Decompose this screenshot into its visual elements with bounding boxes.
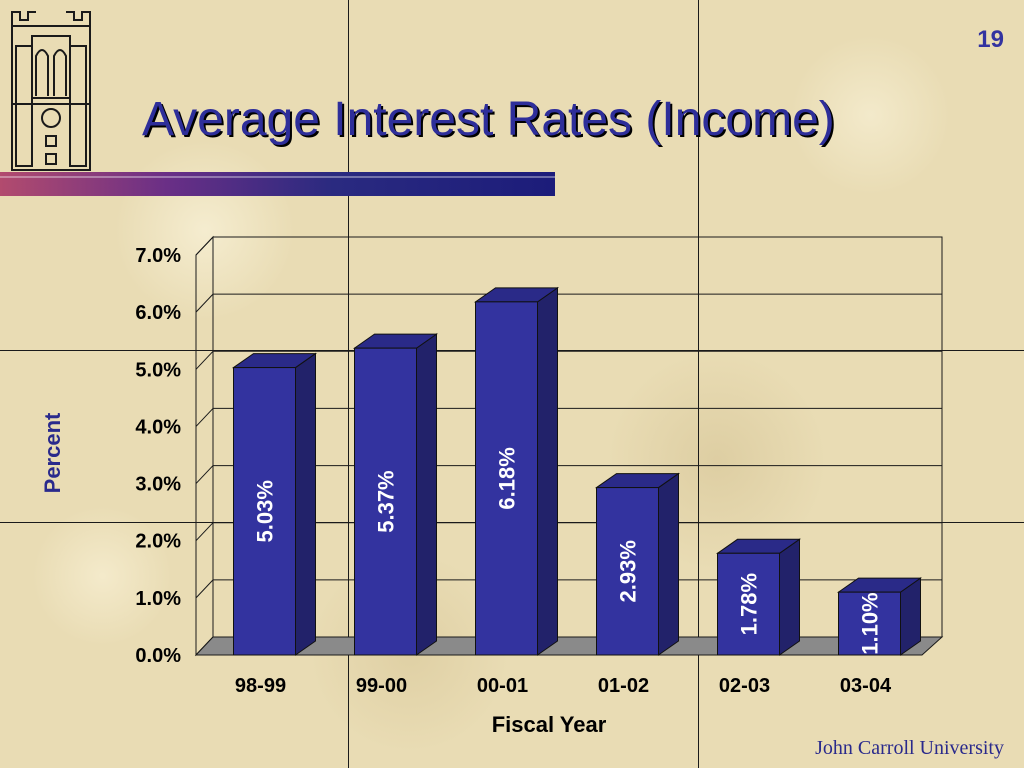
page-title: Average Interest Rates (Income) — [142, 93, 835, 146]
gridline-side — [195, 465, 214, 484]
bar-value-label: 5.03% — [253, 480, 278, 542]
x-tick-label: 02-03 — [719, 675, 770, 697]
bar-side — [537, 286, 558, 656]
title-underline-highlight — [0, 176, 555, 178]
slide-number: 19 — [977, 26, 1004, 53]
bar-value-label: 2.93% — [616, 540, 641, 602]
chart-back-wall — [212, 236, 943, 638]
university-tower-icon — [6, 6, 96, 179]
gridline-side — [195, 579, 214, 599]
x-tick-label: 99-00 — [356, 675, 407, 697]
gridline-side — [195, 236, 214, 256]
divider-line — [348, 0, 349, 768]
y-axis-title: Percent — [40, 412, 65, 493]
y-tick-label: 7.0% — [135, 245, 181, 267]
bar-value-label: 6.18% — [495, 447, 520, 509]
y-tick-label: 6.0% — [135, 302, 181, 324]
bar-value-label: 5.37% — [374, 470, 399, 532]
y-tick-label: 1.0% — [135, 588, 181, 610]
x-tick-label: 98-99 — [235, 675, 286, 697]
title-underline-bar — [0, 172, 555, 196]
bar-side — [416, 333, 437, 656]
x-axis-title: Fiscal Year — [492, 712, 607, 737]
bar — [354, 347, 417, 656]
bar-value-label: 1.10% — [858, 592, 883, 654]
y-tick-label: 5.0% — [135, 359, 181, 381]
chart-side-wall — [195, 235, 214, 657]
gridline-side — [195, 522, 214, 542]
bar — [596, 487, 659, 656]
gridline-side — [195, 293, 214, 313]
divider-line — [698, 0, 699, 768]
bar — [233, 367, 296, 656]
gridline-side — [195, 350, 214, 370]
x-tick-label: 00-01 — [477, 675, 528, 697]
bar — [475, 301, 538, 656]
x-tick-label: 03-04 — [840, 675, 892, 697]
bar-side — [295, 352, 316, 656]
bar-side — [779, 538, 800, 656]
gridline-side — [195, 408, 214, 427]
bar — [838, 591, 901, 656]
bar — [717, 552, 780, 656]
bar-side — [658, 472, 679, 656]
y-tick-label: 3.0% — [135, 474, 181, 496]
y-tick-label: 0.0% — [135, 645, 181, 667]
footer-university-name: John Carroll University — [815, 737, 1004, 759]
bar-value-label: 1.78% — [737, 573, 762, 635]
y-tick-label: 2.0% — [135, 531, 181, 553]
x-tick-label: 01-02 — [598, 675, 649, 697]
y-tick-label: 4.0% — [135, 416, 181, 438]
